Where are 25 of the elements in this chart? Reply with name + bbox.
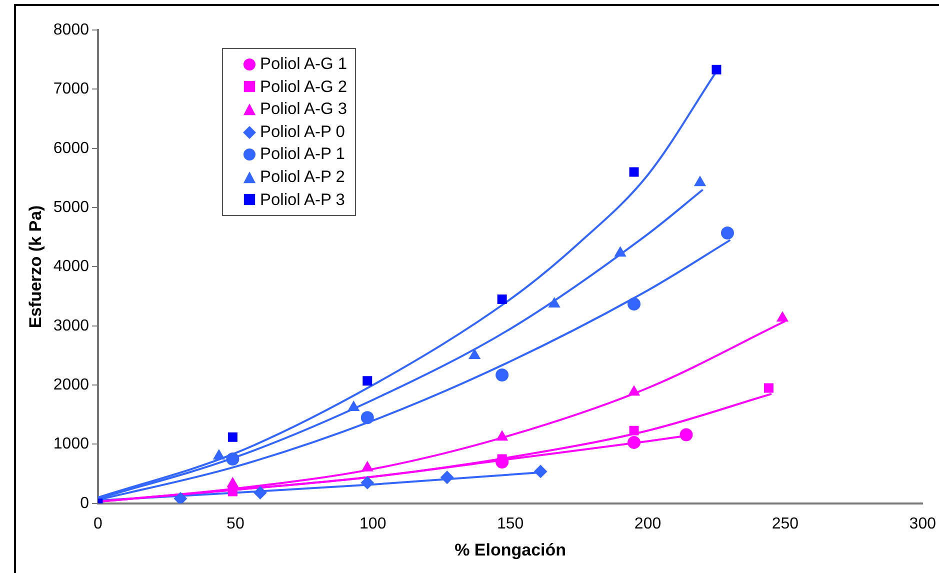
x-axis-title: % Elongación: [454, 540, 566, 560]
x-tick-label: 0: [94, 515, 103, 532]
legend-label: Poliol A-P 0: [260, 122, 345, 143]
legend-label: Poliol A-G 2: [260, 76, 348, 98]
y-axis-title: Esfuerzo (k Pa): [26, 205, 45, 328]
y-tick-label: 8000: [53, 21, 90, 38]
x-tick-label: 250: [772, 515, 799, 532]
x-tick-label: 200: [634, 515, 662, 532]
legend-label: Poliol A-P 2: [260, 166, 345, 188]
legend-label: Poliol A-P 3: [260, 190, 345, 211]
y-tick-label: 5000: [53, 198, 90, 216]
y-tick-label: 2000: [53, 376, 90, 394]
y-tick-label: 4000: [53, 258, 90, 276]
y-tick-label: 0: [80, 494, 90, 512]
y-tick-label: 1000: [53, 436, 90, 453]
legend-label: Poliol A-G 1: [260, 54, 348, 75]
legend-label: Poliol A-G 3: [260, 99, 348, 120]
x-tick-label: 50: [226, 515, 244, 532]
y-tick-label: 3000: [53, 317, 90, 334]
x-tick-label: 150: [496, 515, 524, 532]
x-tick-label: 300: [909, 515, 936, 532]
legend-label: Poliol A-P 1: [260, 144, 345, 166]
y-tick-label: 6000: [53, 140, 90, 157]
x-tick-label: 100: [360, 515, 386, 532]
y-tick-label: 7000: [53, 80, 90, 98]
